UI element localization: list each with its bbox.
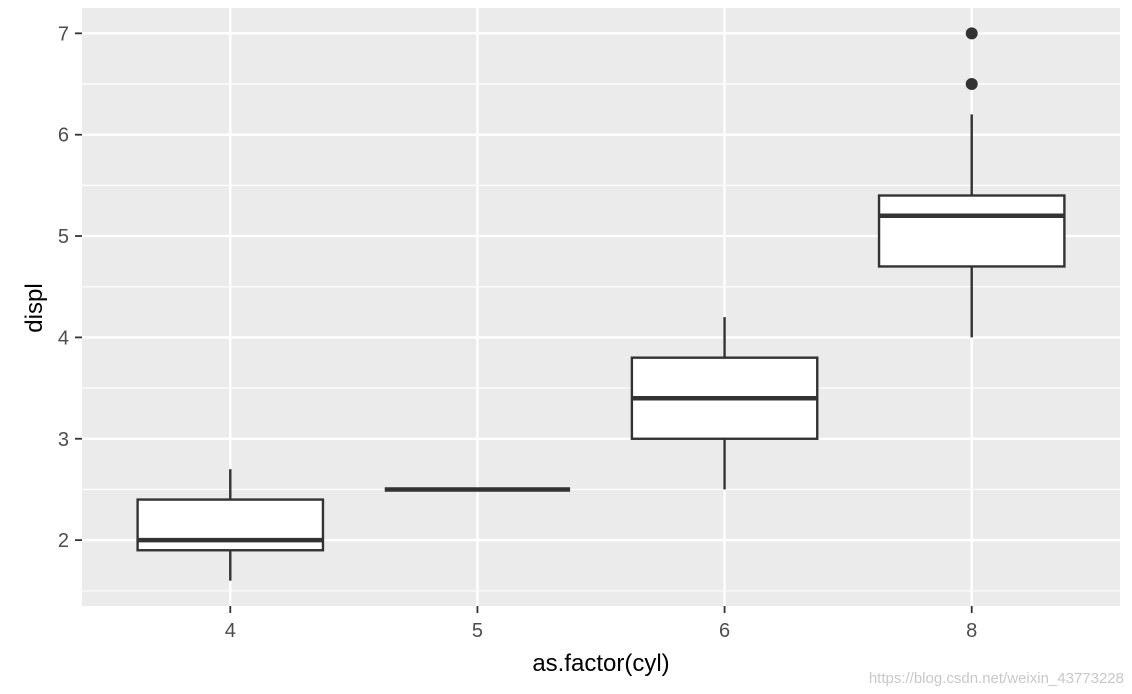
outlier-point bbox=[965, 78, 978, 91]
boxes-layer bbox=[136, 27, 1066, 581]
box-body bbox=[877, 194, 1066, 268]
box-body bbox=[136, 498, 325, 552]
minor-gridlines bbox=[82, 83, 1120, 592]
x-tick-label: 4 bbox=[225, 620, 236, 642]
x-axis: 4 5 6 8 bbox=[225, 606, 977, 642]
outlier-point bbox=[965, 27, 978, 40]
x-tick-label: 6 bbox=[719, 620, 730, 642]
y-axis: 2 3 4 5 6 7 bbox=[58, 23, 82, 552]
y-tick-label: 6 bbox=[58, 125, 69, 147]
box-4 bbox=[136, 469, 325, 581]
y-tick-label: 5 bbox=[58, 226, 69, 248]
y-tick-label: 7 bbox=[58, 23, 69, 45]
x-tick-label: 5 bbox=[472, 620, 483, 642]
box-8 bbox=[877, 27, 1066, 338]
y-tick-label: 4 bbox=[58, 327, 69, 349]
box-6 bbox=[630, 317, 819, 490]
x-tick-label: 8 bbox=[966, 620, 977, 642]
watermark-text: https://blog.csdn.net/weixin_43773228 bbox=[869, 670, 1124, 687]
y-axis-title: displ bbox=[21, 283, 48, 332]
x-axis-title: as.factor(cyl) bbox=[532, 650, 669, 677]
y-tick-label: 2 bbox=[58, 530, 69, 552]
y-tick-label: 3 bbox=[58, 429, 69, 451]
